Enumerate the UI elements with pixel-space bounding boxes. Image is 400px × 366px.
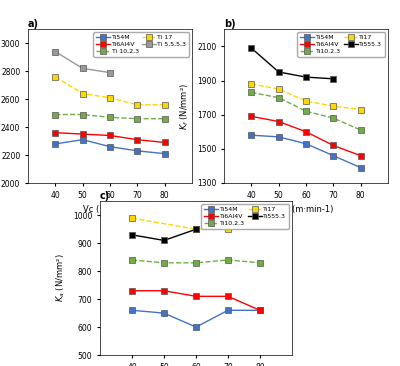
Legend: Ti54M, Ti6Al4V, Ti 10,2,3, Ti 17, Ti 5,5,5,3: Ti54M, Ti6Al4V, Ti 10,2,3, Ti 17, Ti 5,5… bbox=[93, 33, 189, 57]
Text: a): a) bbox=[28, 19, 39, 29]
X-axis label: Vc (m·min-1): Vc (m·min-1) bbox=[83, 205, 137, 214]
Legend: Ti54M, Ti6Al4V, Ti10.2.3, Ti17, Ti555.3: Ti54M, Ti6Al4V, Ti10.2.3, Ti17, Ti555.3 bbox=[201, 205, 289, 229]
Text: c): c) bbox=[100, 191, 110, 201]
X-axis label: Vc (m·min-1): Vc (m·min-1) bbox=[279, 205, 333, 214]
Y-axis label: $K_f$ (N/mm²): $K_f$ (N/mm²) bbox=[179, 83, 192, 130]
Text: b): b) bbox=[224, 19, 236, 29]
Legend: Ti54M, Ti6Al4V, Ti10.2.3, Ti17, Ti555.3: Ti54M, Ti6Al4V, Ti10.2.3, Ti17, Ti555.3 bbox=[297, 33, 385, 57]
Y-axis label: $K_a$ (N/mm²): $K_a$ (N/mm²) bbox=[55, 254, 68, 302]
